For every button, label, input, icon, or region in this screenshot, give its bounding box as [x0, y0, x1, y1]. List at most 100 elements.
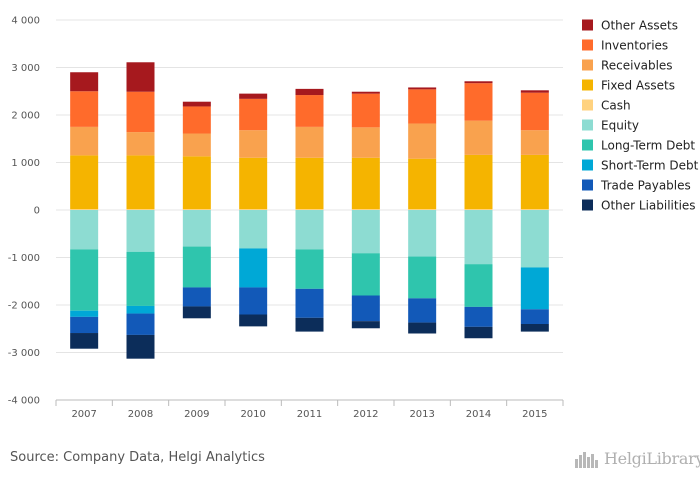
bar-segment-inventories-2013: [408, 89, 437, 124]
y-tick-label: 1 000: [11, 158, 40, 169]
legend-label-receivables: Receivables: [601, 59, 673, 73]
bar-segment-other-liabilities-2010: [239, 314, 268, 327]
bar-segment-fixed-assets-2013: [408, 158, 437, 210]
bar-segment-receivables-2015: [520, 130, 549, 155]
bar-segment-equity-2015: [520, 210, 549, 268]
legend-label-cash: Cash: [601, 99, 631, 113]
bar-segment-long-term-debt-2012: [351, 253, 380, 296]
bar-segment-receivables-2014: [464, 120, 493, 155]
legend-swatch-other-assets: [582, 19, 593, 31]
bar-segment-receivables-2007: [70, 126, 99, 156]
bar-segment-equity-2011: [295, 210, 324, 250]
bar-segment-trade-payables-2012: [351, 295, 380, 322]
bar-segment-short-term-debt-2015: [520, 267, 549, 310]
bar-segment-receivables-2010: [239, 130, 268, 158]
bar-segment-fixed-assets-2007: [70, 155, 99, 210]
y-tick-label: 0: [34, 206, 40, 217]
bar-segment-trade-payables-2009: [182, 287, 211, 307]
bar-segment-receivables-2012: [351, 127, 380, 158]
bar-segment-cash-2014: [464, 209, 493, 210]
bar-segment-other-assets-2014: [464, 81, 493, 84]
bar-segment-cash-2012: [351, 209, 380, 210]
y-tick-label: 4 000: [11, 16, 40, 27]
bar-segment-cash-2013: [408, 209, 437, 210]
legend-label-inventories: Inventories: [601, 39, 668, 53]
legend-label-trade-payables: Trade Payables: [600, 179, 691, 193]
bar-segment-receivables-2009: [182, 133, 211, 157]
legend-swatch-inventories: [582, 39, 593, 51]
legend-label-other-liabilities: Other Liabilities: [601, 199, 696, 213]
bar-segment-fixed-assets-2015: [520, 154, 549, 210]
legend-label-long-term-debt: Long-Term Debt: [601, 139, 695, 153]
bar-segment-other-liabilities-2007: [70, 333, 99, 349]
bar-segment-other-assets-2011: [295, 88, 324, 96]
x-tick-label: 2009: [184, 409, 209, 420]
legend-label-fixed-assets: Fixed Assets: [601, 79, 675, 93]
legend-label-other-assets: Other Assets: [601, 19, 678, 33]
bar-segment-short-term-debt-2008: [126, 305, 155, 314]
bar-segment-fixed-assets-2010: [239, 157, 268, 210]
bar-segment-receivables-2008: [126, 132, 155, 156]
bar-segment-other-assets-2013: [408, 87, 437, 90]
bar-segment-cash-2008: [126, 209, 155, 210]
legend-swatch-short-term-debt: [582, 159, 593, 171]
bar-segment-other-assets-2009: [182, 101, 211, 107]
bar-segment-fixed-assets-2012: [351, 157, 380, 210]
bar-segment-equity-2007: [70, 210, 99, 250]
bar-segment-short-term-debt-2010: [239, 248, 268, 288]
bar-segment-inventories-2008: [126, 91, 155, 133]
source-note: Source: Company Data, Helgi Analytics: [10, 450, 265, 465]
x-tick-label: 2007: [71, 409, 96, 420]
bar-segment-inventories-2012: [351, 93, 380, 128]
bar-segment-equity-2013: [408, 210, 437, 257]
legend: Other Assets Inventories Receivables Fixed …: [582, 19, 699, 213]
bar-segment-other-liabilities-2013: [408, 322, 437, 334]
legend-label-equity: Equity: [601, 119, 639, 133]
bar-segment-other-liabilities-2009: [182, 306, 211, 319]
bar-segment-other-assets-2015: [520, 90, 549, 93]
x-tick-label: 2014: [466, 409, 491, 420]
bar-segment-cash-2009: [182, 209, 211, 210]
bar-segment-cash-2015: [520, 209, 549, 210]
bar-segment-other-liabilities-2014: [464, 326, 493, 339]
bar-segment-trade-payables-2014: [464, 306, 493, 327]
bar-segment-other-liabilities-2008: [126, 334, 155, 359]
bar-segment-trade-payables-2015: [520, 309, 549, 324]
bar-segment-long-term-debt-2013: [408, 256, 437, 299]
bar-segment-inventories-2009: [182, 106, 211, 134]
legend-swatch-trade-payables: [582, 179, 593, 191]
bar-segment-long-term-debt-2014: [464, 264, 493, 307]
bar-segment-receivables-2013: [408, 123, 437, 159]
y-tick-label: -4 000: [8, 396, 40, 407]
bar-segment-trade-payables-2013: [408, 298, 437, 323]
bar-segment-long-term-debt-2011: [295, 249, 324, 289]
bar-segment-other-assets-2008: [126, 62, 155, 92]
axes: 4 000 3 000 2 000 1 000 0 -1 000 -2 000 -3 000 -…: [8, 16, 564, 420]
bar-segment-fixed-assets-2014: [464, 154, 493, 210]
brand-name: HelgiLibrary: [604, 449, 700, 468]
bar-segment-long-term-debt-2008: [126, 251, 155, 306]
bar-segment-other-assets-2010: [239, 93, 268, 99]
bar-segment-inventories-2007: [70, 91, 99, 127]
bar-segment-equity-2010: [239, 210, 268, 249]
bar-segment-other-liabilities-2012: [351, 321, 380, 329]
legend-swatch-cash: [582, 99, 593, 111]
bar-segment-fixed-assets-2011: [295, 157, 324, 210]
x-tick-label: 2008: [128, 409, 153, 420]
bar-segment-cash-2011: [295, 209, 324, 210]
y-tick-label: 3 000: [11, 63, 40, 74]
bar-segment-other-liabilities-2015: [520, 324, 549, 332]
bar-segment-trade-payables-2011: [295, 288, 324, 318]
bars: [70, 62, 549, 359]
bar-segment-long-term-debt-2007: [70, 249, 99, 311]
bar-segment-inventories-2011: [295, 95, 324, 127]
bar-segment-inventories-2010: [239, 98, 268, 131]
bar-segment-equity-2009: [182, 210, 211, 247]
bar-segment-other-liabilities-2011: [295, 317, 324, 332]
bar-segment-equity-2008: [126, 210, 155, 252]
bar-segment-cash-2010: [239, 209, 268, 210]
x-tick-label: 2011: [297, 409, 322, 420]
city-skyline-icon: [575, 451, 598, 468]
bar-segment-other-assets-2012: [351, 91, 380, 94]
bar-segment-equity-2014: [464, 210, 493, 265]
